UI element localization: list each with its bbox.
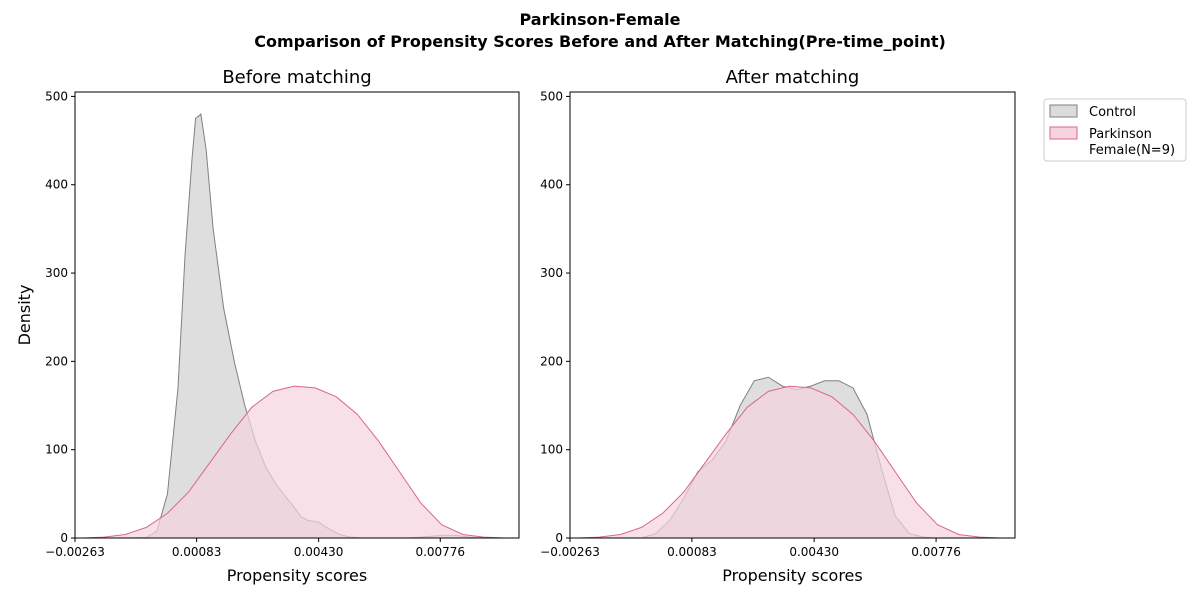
panel-title: After matching xyxy=(726,67,860,88)
y-tick-label: 400 xyxy=(540,178,563,192)
series-area-1 xyxy=(83,386,505,538)
x-tick-label: −0.00263 xyxy=(540,545,600,559)
x-tick-label: 0.00430 xyxy=(294,545,344,559)
x-axis-label: Propensity scores xyxy=(227,566,367,585)
x-tick-label: 0.00430 xyxy=(789,545,839,559)
y-tick-label: 100 xyxy=(45,443,68,457)
y-tick-label: 300 xyxy=(540,266,563,280)
legend-label-1: Parkinson xyxy=(1089,127,1152,142)
y-tick-label: 400 xyxy=(45,178,68,192)
x-tick-label: 0.00083 xyxy=(667,545,717,559)
legend-swatch-1 xyxy=(1049,126,1078,140)
figure-subtitle: Comparison of Propensity Scores Before a… xyxy=(254,32,946,51)
y-tick-label: 0 xyxy=(555,531,563,545)
panel-after-matching: −0.00263 0.00083 0.00430 0.00776 0 100 200 300 4… xyxy=(540,67,1016,585)
x-tick-label: 0.00776 xyxy=(911,545,961,559)
figure-title: Parkinson-Female xyxy=(519,10,681,29)
y-tick-label: 100 xyxy=(540,443,563,457)
x-axis-label: Propensity scores xyxy=(722,566,862,585)
legend-label-1: Female(N=9) xyxy=(1089,143,1175,158)
series-line-1 xyxy=(83,385,505,539)
panel-before-matching: −0.00263 0.00083 0.00430 0.00776 0 100 200 300 4… xyxy=(15,67,520,585)
y-tick-label: 200 xyxy=(45,354,68,368)
y-tick-label: 0 xyxy=(60,531,68,545)
x-tick-label: −0.00263 xyxy=(45,545,105,559)
series-line-1 xyxy=(578,385,1001,539)
y-tick-label: 200 xyxy=(540,354,563,368)
plot-frame xyxy=(74,91,520,539)
legend-frame xyxy=(1043,98,1187,162)
panel-title: Before matching xyxy=(222,67,371,88)
series-area-1 xyxy=(578,386,1001,538)
plot-frame xyxy=(569,91,1016,539)
legend-swatch-0 xyxy=(1049,104,1078,118)
x-tick-label: 0.00083 xyxy=(172,545,222,559)
y-tick-label: 500 xyxy=(45,89,68,103)
y-tick-label: 300 xyxy=(45,266,68,280)
y-axis-label: Density xyxy=(15,285,34,346)
x-tick-label: 0.00776 xyxy=(415,545,465,559)
y-tick-label: 500 xyxy=(540,89,563,103)
legend-label-0: Control xyxy=(1089,105,1136,120)
